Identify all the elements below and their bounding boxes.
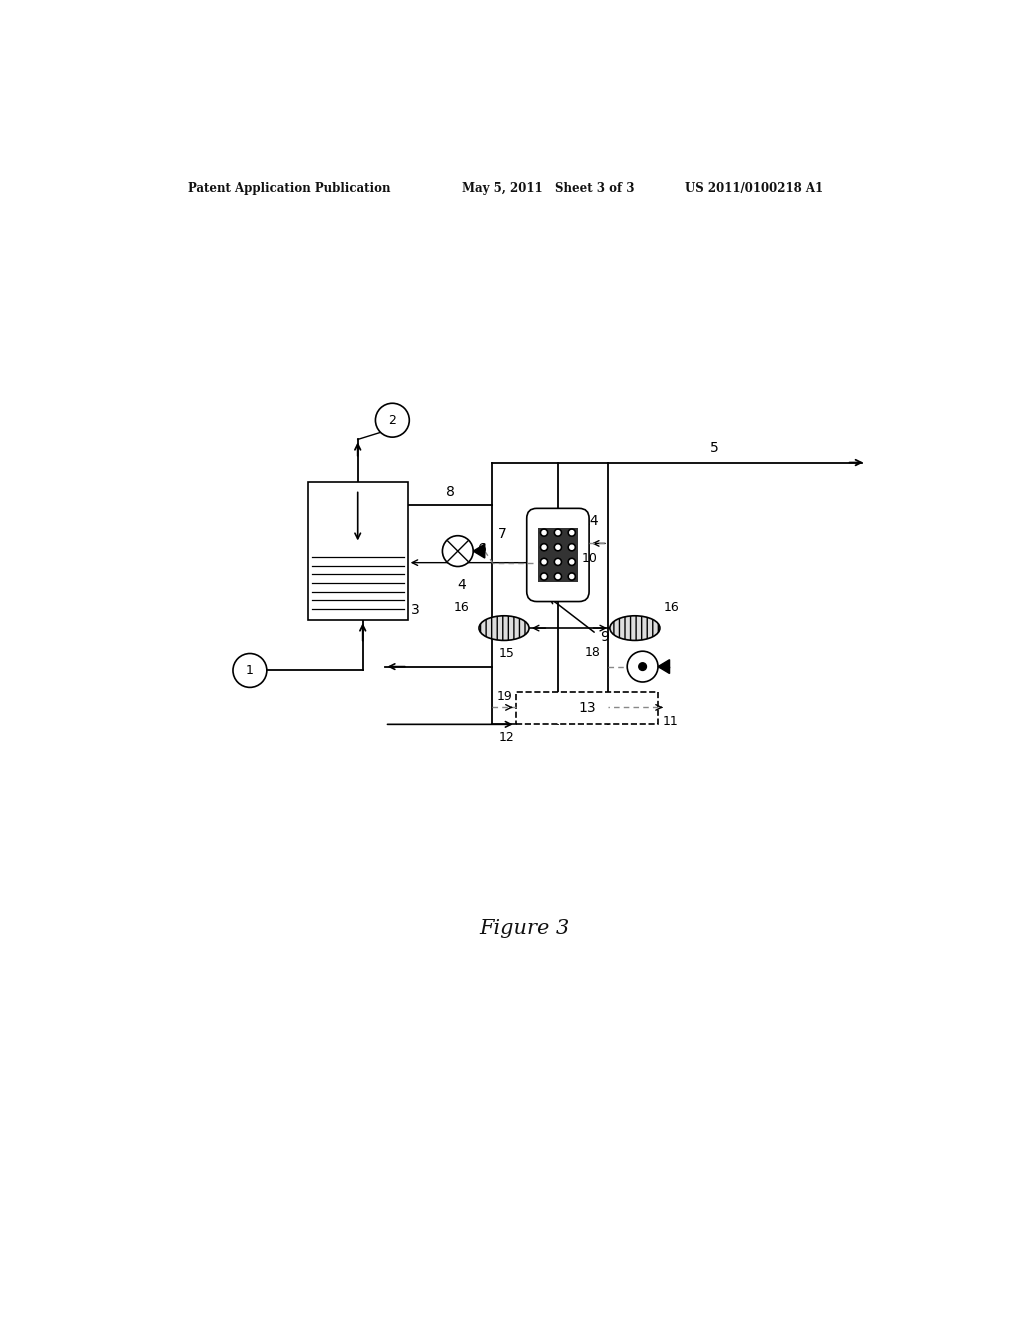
Circle shape bbox=[541, 544, 548, 550]
Text: US 2011/0100218 A1: US 2011/0100218 A1 bbox=[685, 182, 823, 194]
Ellipse shape bbox=[610, 615, 659, 640]
Text: 14: 14 bbox=[581, 513, 599, 528]
Text: 6: 6 bbox=[478, 543, 487, 557]
Circle shape bbox=[568, 573, 575, 581]
Circle shape bbox=[556, 531, 560, 535]
Text: 1: 1 bbox=[246, 664, 254, 677]
Bar bbox=[307, 482, 408, 620]
Circle shape bbox=[569, 545, 573, 549]
Circle shape bbox=[554, 544, 561, 550]
Circle shape bbox=[556, 560, 560, 564]
Circle shape bbox=[628, 651, 658, 682]
Circle shape bbox=[554, 529, 561, 536]
Circle shape bbox=[233, 653, 267, 688]
Circle shape bbox=[556, 545, 560, 549]
Circle shape bbox=[569, 574, 573, 578]
Text: 9: 9 bbox=[600, 630, 609, 644]
Polygon shape bbox=[658, 660, 670, 673]
Text: 16: 16 bbox=[664, 601, 680, 614]
Text: Figure 3: Figure 3 bbox=[479, 919, 570, 939]
Circle shape bbox=[541, 529, 548, 536]
FancyBboxPatch shape bbox=[539, 528, 578, 582]
Text: 8: 8 bbox=[445, 484, 455, 499]
Circle shape bbox=[542, 531, 546, 535]
Circle shape bbox=[541, 573, 548, 581]
Circle shape bbox=[554, 573, 561, 581]
Circle shape bbox=[376, 404, 410, 437]
Text: May 5, 2011   Sheet 3 of 3: May 5, 2011 Sheet 3 of 3 bbox=[462, 182, 634, 194]
FancyBboxPatch shape bbox=[526, 508, 589, 602]
Circle shape bbox=[554, 558, 561, 565]
Circle shape bbox=[542, 574, 546, 578]
Circle shape bbox=[569, 560, 573, 564]
FancyBboxPatch shape bbox=[515, 692, 658, 725]
Text: 3: 3 bbox=[411, 602, 420, 616]
Text: 15: 15 bbox=[499, 647, 514, 660]
Circle shape bbox=[569, 531, 573, 535]
Circle shape bbox=[442, 536, 473, 566]
Text: 7: 7 bbox=[498, 527, 507, 541]
Circle shape bbox=[639, 663, 646, 671]
Circle shape bbox=[568, 529, 575, 536]
Circle shape bbox=[541, 558, 548, 565]
Text: 10: 10 bbox=[583, 552, 598, 565]
Text: 12: 12 bbox=[499, 730, 514, 743]
Circle shape bbox=[568, 558, 575, 565]
Circle shape bbox=[568, 544, 575, 550]
Text: 2: 2 bbox=[388, 413, 396, 426]
Text: 11: 11 bbox=[663, 715, 678, 729]
Polygon shape bbox=[473, 544, 484, 558]
Circle shape bbox=[542, 560, 546, 564]
Text: 13: 13 bbox=[578, 701, 596, 715]
Text: 16: 16 bbox=[454, 601, 470, 614]
Text: 5: 5 bbox=[710, 441, 718, 455]
Circle shape bbox=[542, 545, 546, 549]
Text: 18: 18 bbox=[585, 645, 600, 659]
Text: 4: 4 bbox=[458, 578, 466, 593]
Text: 19: 19 bbox=[497, 690, 513, 702]
Text: Patent Application Publication: Patent Application Publication bbox=[188, 182, 391, 194]
Circle shape bbox=[556, 574, 560, 578]
Text: 17: 17 bbox=[635, 692, 650, 705]
Ellipse shape bbox=[479, 615, 529, 640]
